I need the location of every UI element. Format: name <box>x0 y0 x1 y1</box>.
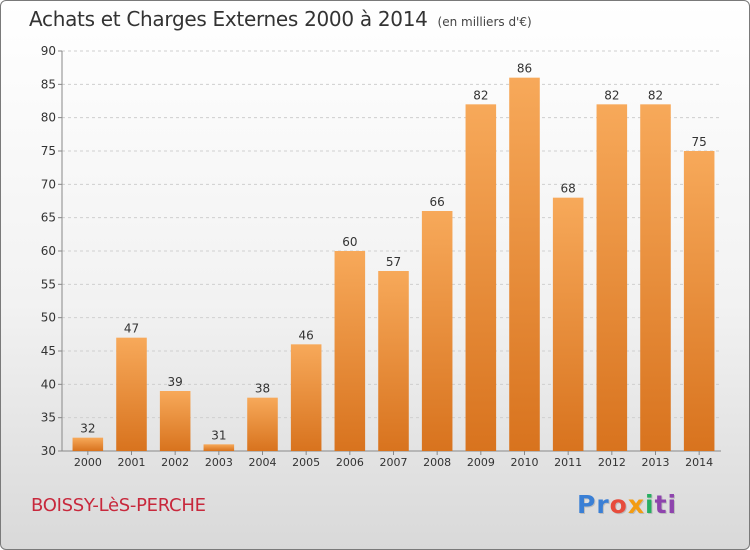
data-label: 47 <box>124 322 139 336</box>
x-tick-label: 2007 <box>380 456 408 469</box>
data-label: 46 <box>299 328 314 342</box>
bar-2008 <box>421 211 453 451</box>
x-tick-label: 2014 <box>685 456 713 469</box>
data-label: 60 <box>342 235 357 249</box>
y-tick-label: 65 <box>41 211 56 225</box>
data-label: 82 <box>648 88 663 102</box>
title-unit: (en milliers d'€) <box>437 15 532 29</box>
y-tick-label: 35 <box>41 411 56 425</box>
title-text: Achats et Charges Externes 2000 à 2014 <box>29 7 428 31</box>
x-tick-label: 2005 <box>292 456 320 469</box>
labels-layer: 32 47 39 31 38 46 60 57 66 82 86 68 82 82 75 <box>80 62 707 443</box>
data-label: 32 <box>80 422 95 436</box>
data-label: 66 <box>430 195 445 209</box>
logo-part: o <box>609 490 628 519</box>
data-label: 82 <box>604 88 619 102</box>
bar-2013 <box>640 104 671 451</box>
bar-2012 <box>596 104 628 451</box>
logo-part: x <box>627 490 645 519</box>
data-label: 86 <box>517 62 532 76</box>
bar-2006 <box>334 251 366 451</box>
bars-layer <box>72 77 715 452</box>
y-tick-label: 85 <box>41 77 56 91</box>
y-tick-label: 50 <box>41 311 56 325</box>
x-tick-label: 2011 <box>554 456 582 469</box>
y-tick-label: 40 <box>41 377 56 391</box>
chart-title: Achats et Charges Externes 2000 à 2014 (e… <box>29 7 532 31</box>
bar-2005 <box>290 344 322 451</box>
bar-2001 <box>116 337 147 451</box>
logo-part: ti <box>654 490 678 519</box>
data-label: 31 <box>211 428 226 442</box>
x-tick-label: 2000 <box>74 456 102 469</box>
bar-2000 <box>72 437 104 451</box>
x-tick-label: 2008 <box>423 456 451 469</box>
x-tick-label: 2003 <box>205 456 233 469</box>
x-tick-label: 2010 <box>511 456 539 469</box>
x-tick-label: 2013 <box>642 456 670 469</box>
y-tick-label: 80 <box>41 111 56 125</box>
y-tick-label: 75 <box>41 144 56 158</box>
place-name: BOISSY-LèS-PERCHE <box>31 495 206 516</box>
bar-2011 <box>552 197 584 451</box>
y-tick-label: 45 <box>41 344 56 358</box>
x-tick-label: 2002 <box>161 456 189 469</box>
bar-2010 <box>509 77 540 452</box>
bar-2007 <box>378 271 409 451</box>
logo-part: i <box>644 490 655 519</box>
bar-2014 <box>683 151 715 451</box>
y-tick-label: 30 <box>41 444 56 458</box>
data-label: 75 <box>692 135 707 149</box>
proxiti-logo: Proxiti <box>577 490 677 519</box>
bar-2003 <box>203 444 235 451</box>
bar-2004 <box>247 397 278 451</box>
data-label: 57 <box>386 255 401 269</box>
y-tick-label: 55 <box>41 277 56 291</box>
bar-2002 <box>159 391 191 451</box>
x-tick-label: 2009 <box>467 456 495 469</box>
x-tick-label: 2006 <box>336 456 364 469</box>
data-label: 68 <box>561 182 576 196</box>
data-label: 82 <box>473 88 488 102</box>
y-tick-label: 60 <box>41 244 56 258</box>
data-label: 39 <box>168 375 183 389</box>
y-tick-label: 90 <box>41 44 56 58</box>
data-label: 38 <box>255 382 270 396</box>
y-tick-label: 70 <box>41 177 56 191</box>
x-tick-label: 2001 <box>118 456 146 469</box>
bar-2009 <box>465 104 497 451</box>
x-tick-label: 2012 <box>598 456 626 469</box>
x-tick-label: 2004 <box>249 456 277 469</box>
logo-part: Pr <box>577 490 610 519</box>
